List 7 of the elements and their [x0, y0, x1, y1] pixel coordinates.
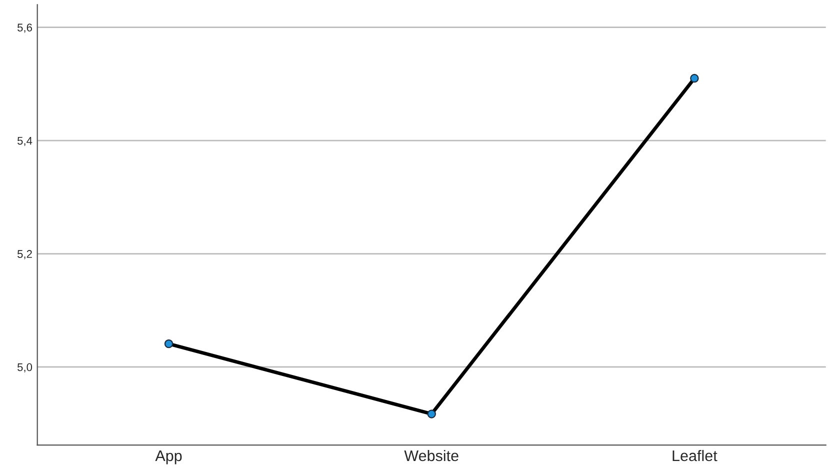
- y-tick-label: 5,6: [17, 24, 32, 33]
- x-tick-label: Website: [404, 450, 458, 462]
- y-tick-label: 5,2: [17, 250, 32, 260]
- x-tick-label: App: [155, 450, 182, 464]
- x-tick-label: Leaflet: [672, 450, 718, 462]
- y-tick-label: 5,0: [17, 363, 32, 372]
- y-tick-label: 5,4: [17, 136, 32, 146]
